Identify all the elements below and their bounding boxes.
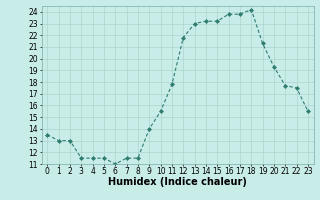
X-axis label: Humidex (Indice chaleur): Humidex (Indice chaleur): [108, 177, 247, 187]
